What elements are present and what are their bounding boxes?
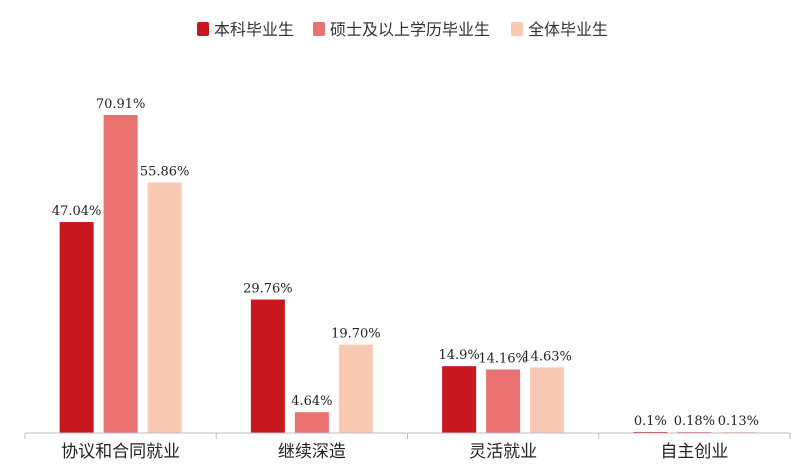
bar-series-1-cat-1 — [59, 222, 94, 433]
data-label-series-2-cat-2: 4.64% — [291, 394, 332, 409]
category-label-3: 灵活就业 — [469, 442, 537, 462]
bar-series-2-cat-3 — [486, 369, 521, 433]
bar-series-1-cat-3 — [442, 366, 477, 433]
data-label-series-1-cat-4: 0.1% — [634, 414, 667, 429]
value-labels: 47.04% 70.91% 55.86% 29.76% 4.64% 19.70% 14.9%… — [52, 97, 759, 429]
legend-label-series-3: 全体毕业生 — [528, 20, 608, 39]
data-label-series-1-cat-2: 29.76% — [243, 282, 293, 297]
legend: 本科毕业生 硕士及以上学历毕业生 全体毕业生 — [197, 20, 608, 39]
legend-item-series-2: 硕士及以上学历毕业生 — [313, 20, 490, 39]
data-label-series-3-cat-4: 0.13% — [718, 414, 759, 429]
legend-label-series-1: 本科毕业生 — [214, 20, 294, 39]
legend-item-series-3: 全体毕业生 — [511, 20, 608, 39]
category-label-4: 自主创业 — [660, 442, 728, 462]
bar-series-1-cat-2 — [250, 299, 285, 433]
data-label-series-3-cat-2: 19.70% — [331, 327, 381, 342]
bar-series-2-cat-2 — [294, 412, 329, 433]
data-label-series-3-cat-3: 14.63% — [522, 349, 572, 364]
data-label-series-1-cat-3: 14.9% — [438, 348, 479, 363]
x-axis-ticks — [24, 433, 791, 439]
category-labels: 协议和合同就业 继续深造 灵活就业 自主创业 — [61, 442, 728, 462]
legend-swatch-series-2 — [313, 22, 325, 36]
legend-label-series-2: 硕士及以上学历毕业生 — [330, 20, 490, 39]
data-label-series-2-cat-1: 70.91% — [96, 97, 146, 112]
data-label-series-1-cat-1: 47.04% — [52, 204, 102, 219]
bar-series-2-cat-1 — [103, 115, 138, 433]
data-label-series-2-cat-4: 0.18% — [674, 414, 715, 429]
bars — [59, 115, 756, 433]
legend-swatch-series-1 — [197, 22, 209, 36]
bar-series-3-cat-1 — [147, 182, 182, 433]
bar-series-3-cat-3 — [530, 367, 565, 433]
category-label-1: 协议和合同就业 — [61, 442, 180, 462]
data-label-series-2-cat-3: 14.16% — [478, 351, 528, 366]
legend-swatch-series-3 — [511, 22, 523, 36]
legend-item-series-1: 本科毕业生 — [197, 20, 294, 39]
data-label-series-3-cat-1: 55.86% — [140, 164, 190, 179]
category-label-2: 继续深造 — [278, 442, 346, 462]
bar-series-3-cat-2 — [338, 344, 373, 433]
